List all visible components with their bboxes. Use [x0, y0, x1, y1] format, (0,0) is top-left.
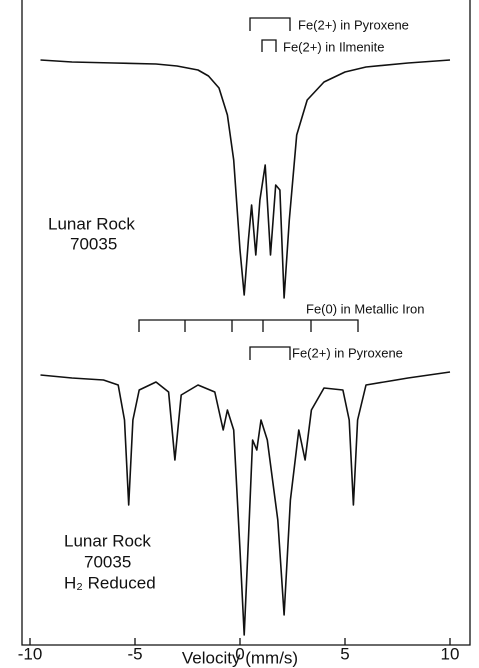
x-tick-label: -10: [18, 644, 43, 663]
spectrum-line: [40, 371, 451, 636]
x-tick-label: 0: [235, 644, 244, 663]
frame: [21, 0, 471, 646]
x-tick-label: 5: [340, 644, 349, 663]
annotation: Fe(2+) in Pyroxene: [298, 17, 409, 32]
bracket: [261, 39, 277, 52]
annotation: Lunar Rock: [64, 531, 151, 550]
annotation: H₂ Reduced: [64, 573, 156, 592]
bracket: [249, 346, 291, 360]
spectrum-line: [40, 59, 451, 299]
annotation: Fe(2+) in Ilmenite: [283, 39, 385, 54]
bracket: [249, 17, 291, 31]
annotation: Fe(0) in Metallic Iron: [306, 301, 424, 316]
bracket: [138, 319, 359, 332]
x-tick-label: 10: [441, 644, 460, 663]
annotation: 70035: [84, 552, 131, 571]
annotation: Lunar Rock: [48, 214, 135, 233]
annotation: Fe(2+) in Pyroxene: [292, 345, 403, 360]
x-tick-label: -5: [127, 644, 142, 663]
annotation: 70035: [70, 234, 117, 253]
x-axis-label: Velocity (mm/s): [182, 648, 298, 667]
